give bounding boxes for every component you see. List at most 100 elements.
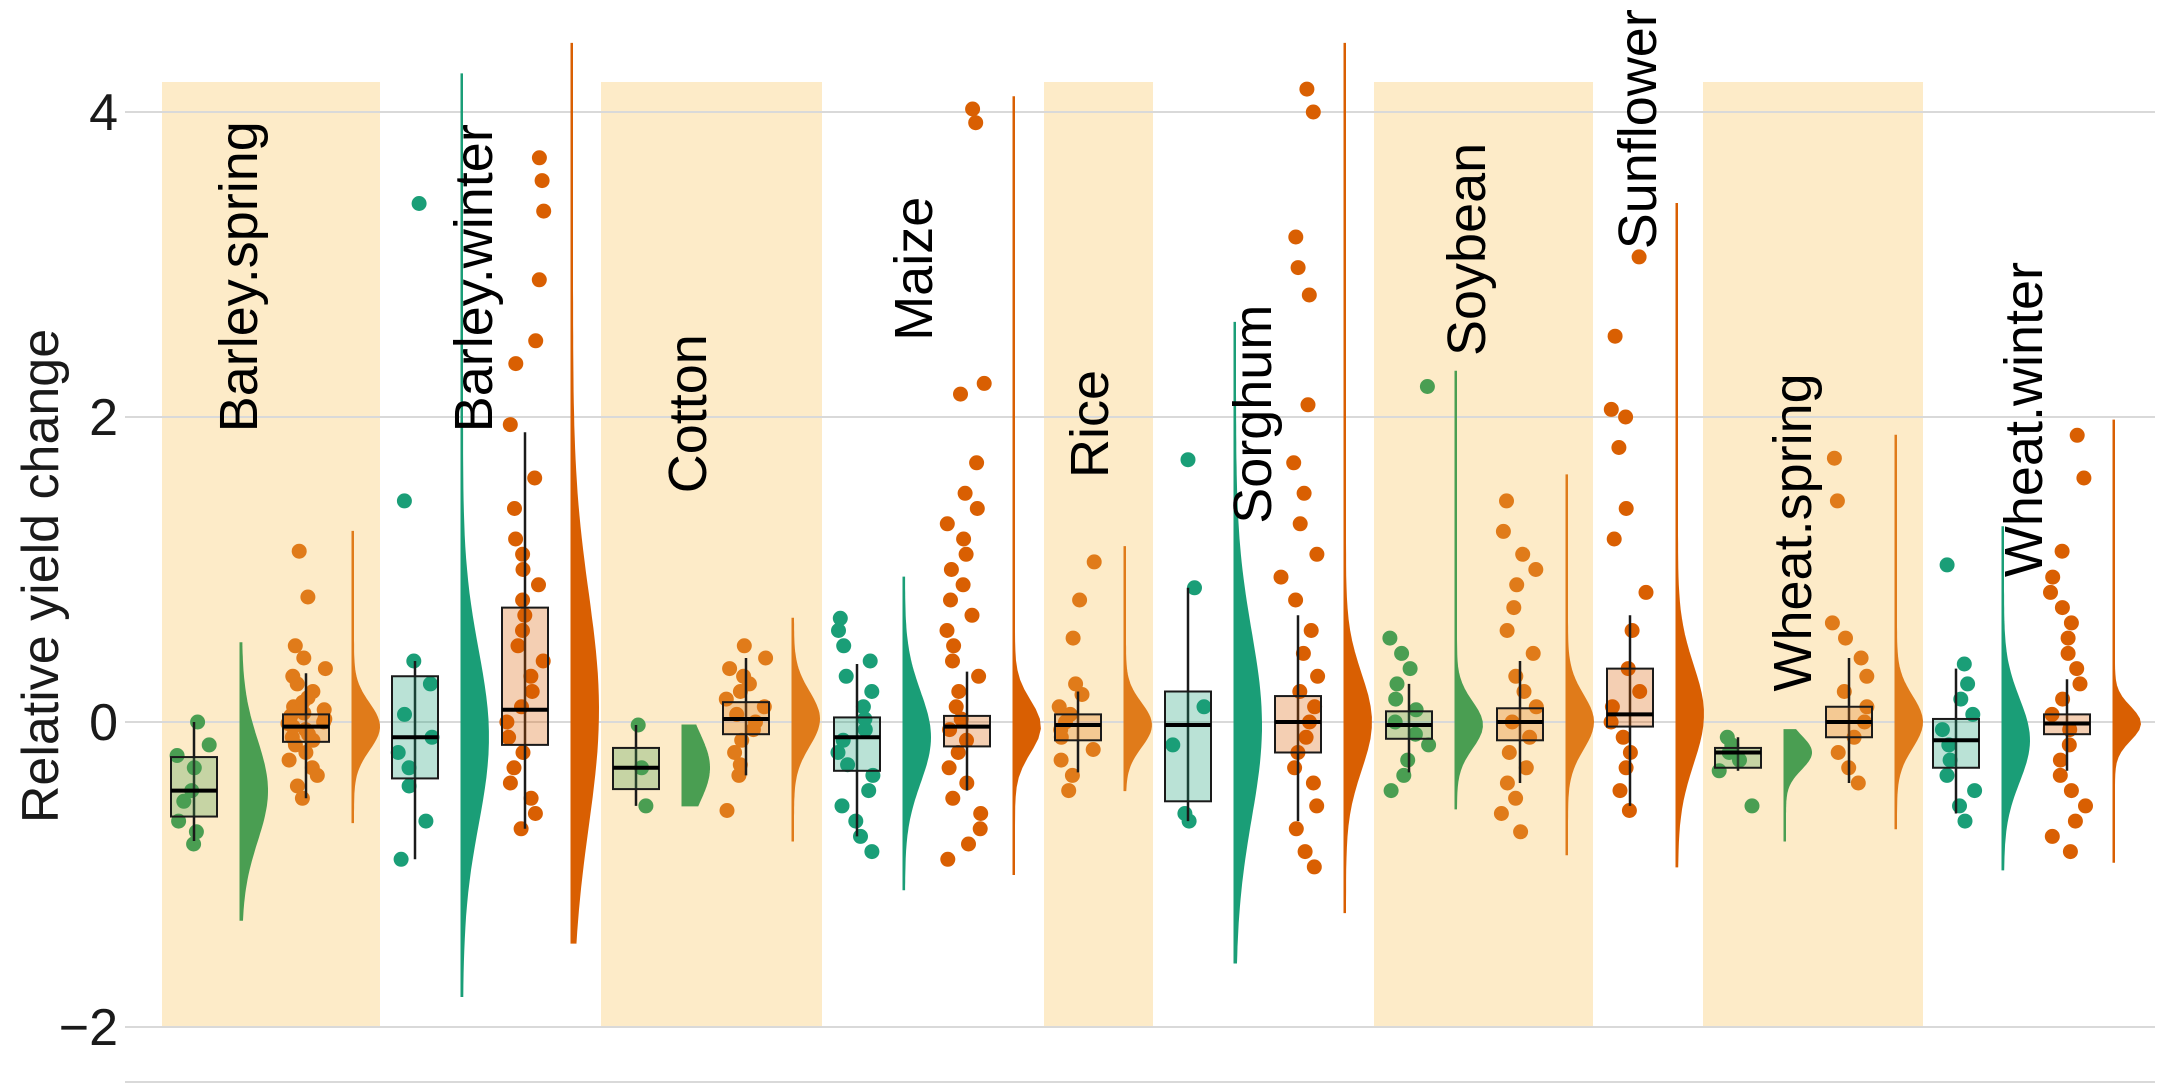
- data-point: [1499, 623, 1515, 638]
- band-barley-spring: [162, 82, 380, 1028]
- density-half-violin: [902, 576, 932, 891]
- data-point: [972, 821, 988, 837]
- density-half-violin: [1894, 434, 1924, 830]
- data-point: [1506, 600, 1522, 616]
- data-point: [1607, 328, 1623, 344]
- data-point: [510, 638, 526, 654]
- data-point: [1065, 630, 1081, 646]
- data-point: [527, 470, 543, 486]
- data-point: [1305, 104, 1321, 120]
- data-point: [2076, 470, 2092, 486]
- data-point: [1615, 729, 1631, 745]
- crop-label-cotton: Cotton: [658, 334, 718, 493]
- data-point: [393, 851, 409, 867]
- box: [1054, 713, 1102, 742]
- group-soybean-1: [1382, 370, 1483, 810]
- data-point: [2044, 828, 2060, 844]
- data-point: [1288, 592, 1304, 608]
- data-point: [736, 668, 752, 684]
- data-point: [1061, 783, 1077, 799]
- data-point: [287, 638, 303, 654]
- density-half-violin: [791, 617, 821, 842]
- y-tick-label: 0: [89, 694, 118, 752]
- box: [1496, 707, 1544, 742]
- data-point: [1960, 676, 1976, 692]
- density-half-violin: [570, 42, 600, 944]
- data-point: [758, 650, 774, 666]
- box: [1274, 695, 1322, 754]
- data-point: [2043, 584, 2058, 600]
- data-point: [971, 668, 987, 684]
- density-half-violin: [1012, 96, 1041, 875]
- density-half-violin: [1454, 370, 1483, 810]
- data-point: [1400, 752, 1416, 768]
- data-point: [1068, 676, 1084, 692]
- data-point: [951, 684, 967, 699]
- data-point: [1826, 450, 1842, 466]
- data-point: [515, 745, 531, 760]
- data-point: [1618, 760, 1634, 776]
- data-point: [300, 589, 316, 605]
- data-point: [317, 661, 333, 677]
- density-half-violin: [1123, 546, 1152, 792]
- data-point: [946, 638, 962, 654]
- data-point: [940, 851, 956, 867]
- crop-label-sunflower: Sunflower: [1608, 9, 1668, 249]
- data-point: [2054, 600, 2070, 616]
- data-point: [857, 722, 873, 738]
- group-barley-spring-2: [280, 530, 381, 824]
- data-point: [956, 531, 972, 547]
- y-axis: Relative yield change −2 0 2 4: [12, 84, 118, 1057]
- data-point: [719, 803, 735, 818]
- data-point: [1952, 798, 1967, 814]
- data-point: [1621, 803, 1637, 818]
- data-point: [2072, 676, 2088, 692]
- data-point: [1501, 745, 1517, 760]
- data-point: [418, 813, 434, 829]
- data-point: [2052, 752, 2068, 768]
- density-half-violin: [351, 530, 381, 824]
- data-point: [1419, 379, 1435, 394]
- data-point: [1518, 760, 1534, 776]
- data-point: [528, 333, 544, 349]
- group-soybean-2: [1493, 474, 1595, 856]
- data-point: [506, 760, 522, 776]
- group-maize-2: [939, 96, 1041, 875]
- box: [1932, 717, 1980, 769]
- data-point: [508, 531, 524, 547]
- plot-area: [169, 42, 2142, 997]
- data-point: [502, 417, 518, 433]
- data-point: [1309, 546, 1325, 562]
- data-point: [523, 790, 539, 806]
- data-point: [499, 714, 515, 730]
- data-point: [943, 562, 959, 577]
- data-point: [941, 760, 957, 776]
- crop-label-soybean: Soybean: [1437, 143, 1497, 356]
- data-point: [396, 493, 412, 509]
- data-point: [1859, 668, 1875, 684]
- data-point: [1177, 806, 1193, 821]
- data-point: [390, 745, 406, 760]
- data-point: [501, 729, 517, 745]
- data-point: [1394, 645, 1410, 661]
- group-cotton-1: [612, 717, 710, 814]
- data-point: [1273, 569, 1289, 585]
- data-point: [836, 638, 852, 654]
- crop-label-wheat-spring: Wheat.spring: [1763, 373, 1823, 691]
- box: [1164, 690, 1212, 803]
- data-point: [1513, 824, 1529, 840]
- data-point: [536, 203, 552, 219]
- data-point: [1303, 623, 1319, 638]
- data-point: [1389, 676, 1405, 692]
- data-point: [831, 623, 846, 638]
- data-point: [1606, 531, 1622, 547]
- data-point: [1631, 249, 1647, 265]
- data-point: [513, 821, 529, 837]
- data-point: [502, 775, 518, 791]
- data-point: [1187, 580, 1202, 596]
- data-point: [2054, 543, 2070, 559]
- data-point: [1967, 783, 1983, 799]
- data-point: [1306, 859, 1322, 875]
- data-point: [1180, 452, 1196, 468]
- data-point: [2069, 661, 2085, 677]
